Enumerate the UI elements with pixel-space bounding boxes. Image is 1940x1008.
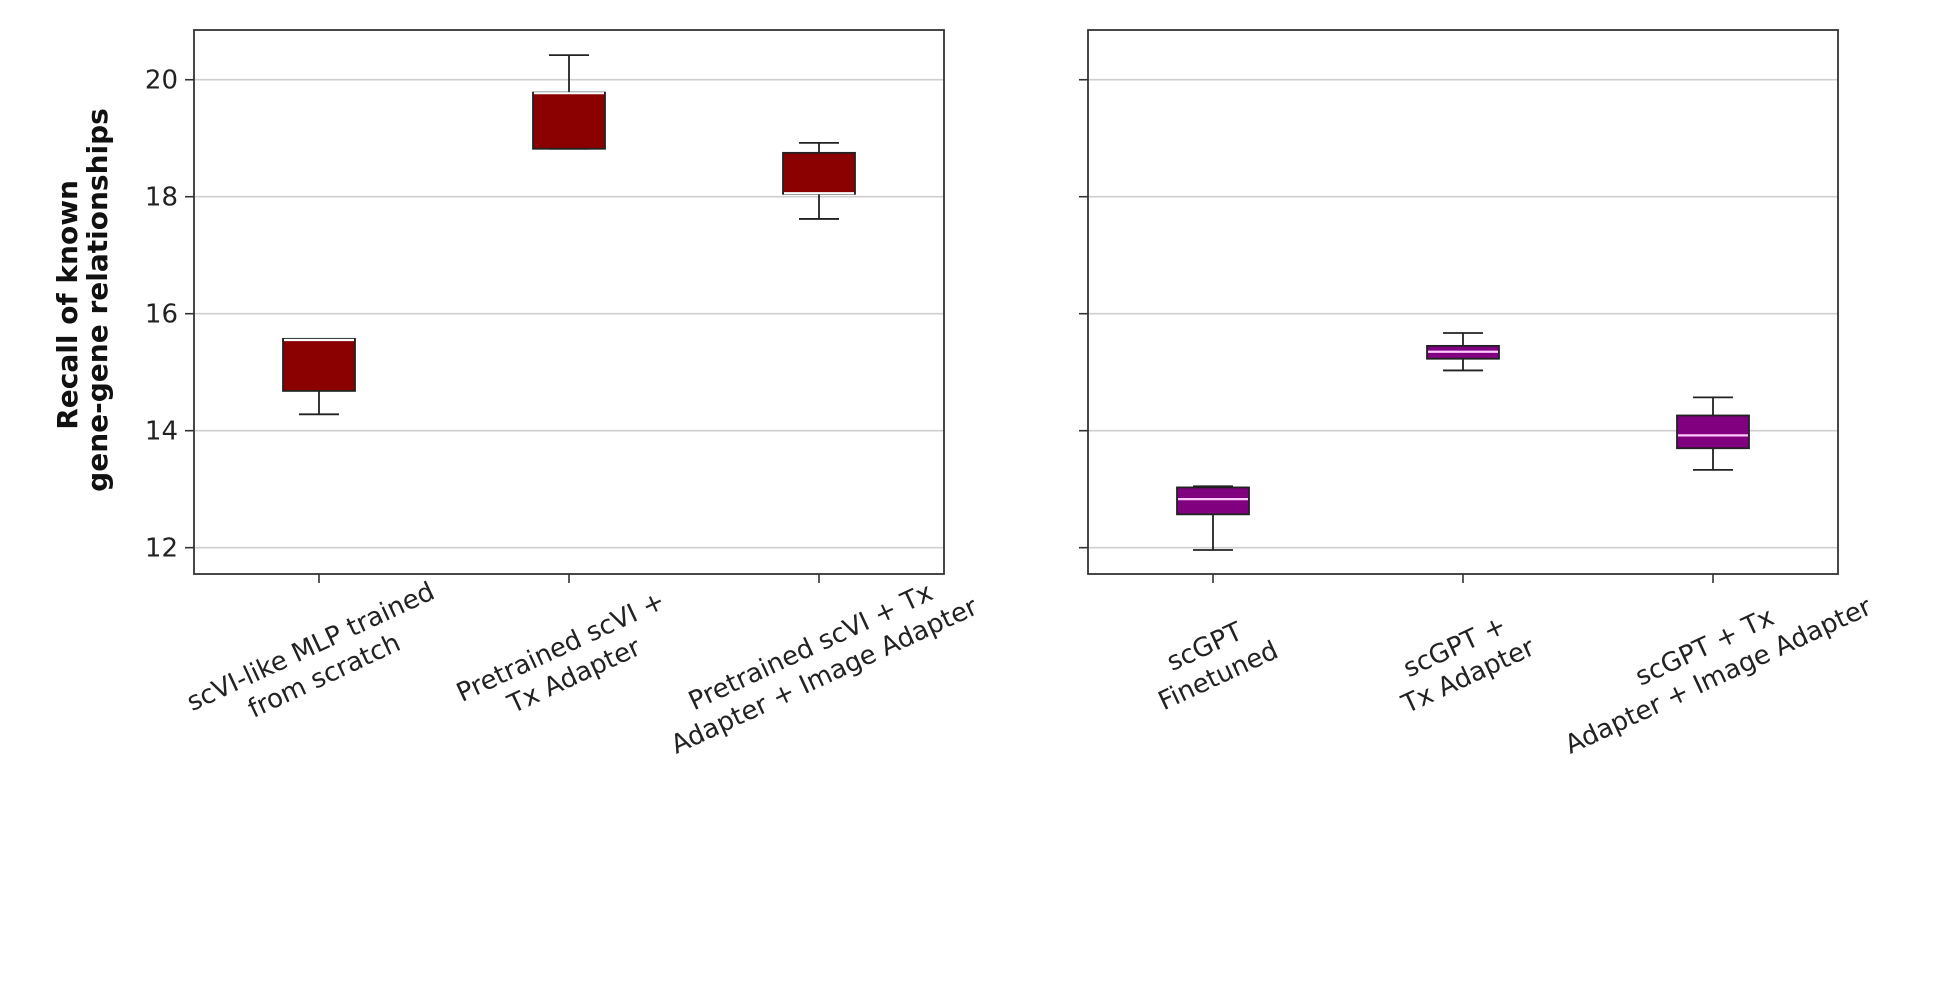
x-tick-label: Pretrained scVI +Tx Adapter — [452, 586, 683, 738]
y-tick-label: 14 — [145, 417, 178, 447]
box — [1176, 486, 1250, 516]
box — [1676, 414, 1750, 450]
y-tick-label: 20 — [145, 66, 178, 96]
box — [782, 151, 856, 195]
y-tick-label: 18 — [145, 183, 178, 213]
x-tick-label: scGPT + TxAdapter + Image Adapter — [1547, 563, 1876, 761]
y-axis-label-line-2: gene-gene relationships — [81, 108, 114, 492]
x-tick-label: Pretrained scVI + TxAdapter + Image Adap… — [653, 563, 982, 761]
y-tick-label: 12 — [145, 534, 178, 564]
x-tick-label: scGPTFinetuned — [1140, 607, 1283, 717]
y-axis-label-line-1: Recall of known — [51, 180, 84, 430]
x-tick-label: scVI-like MLP trainedfrom scratch — [182, 577, 452, 747]
x-tick-label: scGPT +Tx Adapter — [1383, 603, 1540, 720]
box — [282, 337, 356, 392]
y-axis-label: Recall of known gene-gene relationships — [51, 108, 114, 492]
x-tick-label-line: Adapter + Image Adapter — [1561, 592, 1877, 761]
y-tick-label: 16 — [145, 300, 178, 330]
left-panel: 12 14 16 18 20 scVI-like MLP trainedfrom scra… — [145, 29, 982, 761]
right-panel: scGPTFinetuned scGPT +Tx Adapter scGPT + T… — [1079, 29, 1876, 761]
box — [532, 91, 606, 150]
